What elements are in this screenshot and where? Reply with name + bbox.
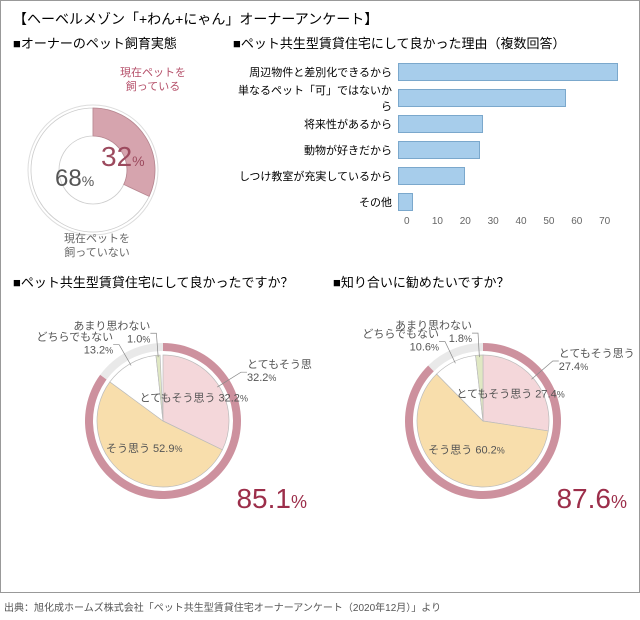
- svg-text:どちらでもない13.2%: どちらでもない13.2%: [36, 331, 113, 357]
- bar-row: 将来性があるから: [233, 112, 627, 136]
- bar-track: [398, 63, 627, 81]
- bar-row: 単なるペット「可」ではないから: [233, 86, 627, 110]
- bar-track: [398, 89, 627, 107]
- bar-fill: [398, 63, 618, 81]
- bar-chart: 周辺物件と差別化できるから 単なるペット「可」ではないから 将来性があるから 動…: [233, 60, 627, 214]
- pie3-wrap: とてもそう思う 32.2%そう思う 52.9%どちらでもない13.2%あまり思わ…: [13, 291, 313, 521]
- bottom-row: ■ペット共生型賃貸住宅にして良かったですか？ とてもそう思う 32.2% そう思う…: [1, 260, 639, 521]
- section1-label: ■オーナーのペット飼育実態: [13, 33, 213, 52]
- pie4-wrap: とてもそう思う 27.4%そう思う 60.2%どちらでもない10.6%あまり思わ…: [333, 291, 633, 521]
- bar-row: その他: [233, 190, 627, 214]
- section4-bigpct: 87.6%: [556, 483, 627, 515]
- svg-text:68%: 68%: [55, 165, 94, 192]
- top-row: ■オーナーのペット飼育実態 現在ペットを 飼っている 68%32% 現在ペットを…: [1, 33, 639, 260]
- section-reasons: ■ペット共生型賃貸住宅にして良かった理由（複数回答） 周辺物件と差別化できるから…: [213, 33, 627, 260]
- bar-fill: [398, 141, 480, 159]
- bar-axis: 010203040506070: [404, 216, 627, 227]
- section-pet-ownership: ■オーナーのペット飼育実態 現在ペットを 飼っている 68%32% 現在ペットを…: [13, 33, 213, 260]
- bar-fill: [398, 193, 413, 211]
- section4-label: ■知り合いに勧めたいですか？: [333, 272, 633, 291]
- svg-text:とてもそう思う 27.4%: とてもそう思う 27.4%: [456, 387, 564, 400]
- bar-label: 周辺物件と差別化できるから: [233, 64, 398, 80]
- footer-source: 出典：旭化成ホームズ株式会社「ペット共生型賃貸住宅オーナーアンケート（2020年…: [0, 593, 640, 620]
- bar-track: [398, 193, 627, 211]
- infographic-frame: 【ヘーベルメゾン「+わん+にゃん」オーナーアンケート】 ■オーナーのペット飼育実…: [0, 0, 640, 593]
- have-pet-label: 現在ペットを 飼っている: [103, 66, 203, 95]
- bar-label: 単なるペット「可」ではないから: [233, 82, 398, 114]
- svg-text:とてもそう思う 32.2%: とてもそう思う 32.2%: [140, 392, 248, 405]
- svg-text:そう思う 60.2%: そう思う 60.2%: [428, 443, 504, 456]
- svg-text:あまり思わない1.8%: あまり思わない1.8%: [395, 319, 472, 345]
- bar-row: しつけ教室が充実しているから: [233, 164, 627, 188]
- bar-label: 動物が好きだから: [233, 142, 398, 158]
- bar-track: [398, 141, 627, 159]
- bar-label: その他: [233, 194, 398, 210]
- bar-row: 動物が好きだから: [233, 138, 627, 162]
- section3-bigpct: 85.1%: [236, 483, 307, 515]
- section-recommend: ■知り合いに勧めたいですか？ とてもそう思う 27.4%そう思う 60.2%どち…: [333, 272, 633, 521]
- donut-chart: 現在ペットを 飼っている 68%32% 現在ペットを 飼っていない: [13, 60, 193, 260]
- main-title: 【ヘーベルメゾン「+わん+にゃん」オーナーアンケート】: [1, 1, 639, 33]
- bar-track: [398, 167, 627, 185]
- bar-label: 将来性があるから: [233, 116, 398, 132]
- svg-text:そう思う 52.9%: そう思う 52.9%: [106, 442, 182, 455]
- bar-label: しつけ教室が充実しているから: [233, 168, 398, 184]
- svg-text:とてもそう思う27.4%: とてもそう思う27.4%: [559, 347, 633, 373]
- bar-fill: [398, 167, 465, 185]
- bar-fill: [398, 115, 483, 133]
- section3-label: ■ペット共生型賃貸住宅にして良かったですか？: [13, 272, 313, 291]
- bar-fill: [398, 89, 566, 107]
- section-satisfied: ■ペット共生型賃貸住宅にして良かったですか？ とてもそう思う 32.2% そう思う…: [13, 272, 313, 521]
- bar-track: [398, 115, 627, 133]
- bar-row: 周辺物件と差別化できるから: [233, 60, 627, 84]
- svg-text:とてもそう思う32.2%: とてもそう思う32.2%: [247, 358, 313, 384]
- section2-label: ■ペット共生型賃貸住宅にして良かった理由（複数回答）: [233, 33, 627, 52]
- no-pet-label: 現在ペットを 飼っていない: [37, 232, 157, 261]
